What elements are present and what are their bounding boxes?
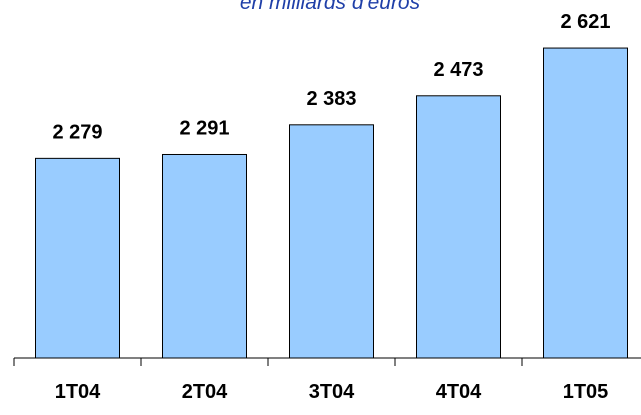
x-tick-label: 1T04: [55, 381, 101, 403]
data-label: 2 279: [52, 121, 102, 143]
chart-subtitle: en milliards d'euros: [240, 0, 421, 14]
data-label: 2 291: [179, 117, 229, 139]
data-label: 2 383: [306, 88, 356, 110]
bar: [162, 153, 247, 359]
bar: [543, 47, 628, 359]
data-label: 2 473: [433, 59, 483, 81]
x-tick-label: 3T04: [309, 381, 355, 403]
data-label: 2 621: [560, 11, 610, 33]
x-tick-label: 2T04: [182, 381, 228, 403]
x-tick-label: 1T05: [563, 381, 609, 403]
bar: [289, 124, 374, 359]
bar: [35, 157, 120, 359]
bar: [416, 95, 501, 359]
x-tick-label: 4T04: [436, 381, 482, 403]
